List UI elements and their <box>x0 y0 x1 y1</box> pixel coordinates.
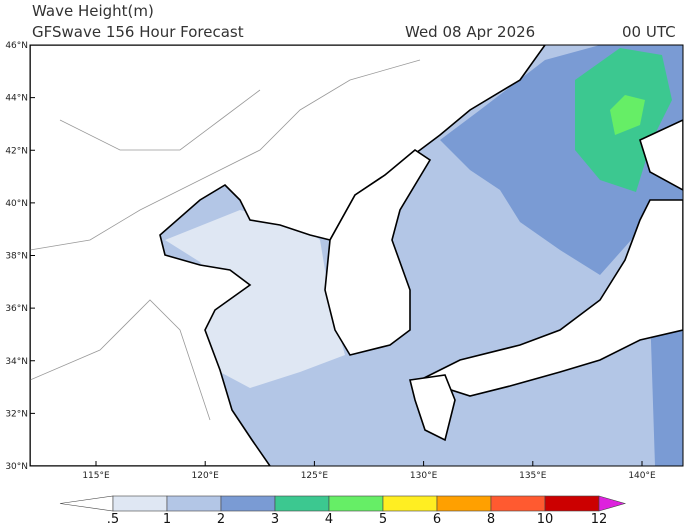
lat-label: 34°N <box>5 357 28 367</box>
lat-label: 38°N <box>5 252 28 262</box>
colorbar-label: 12 <box>591 512 608 525</box>
honshu <box>417 199 683 397</box>
colorbar-segment <box>112 495 168 512</box>
colorbar-segment <box>490 495 546 512</box>
colorbar-segment <box>328 495 384 512</box>
korea <box>324 149 432 356</box>
lat-label: 30°N <box>5 462 28 472</box>
colorbar-label: 8 <box>487 512 495 525</box>
colorbar-segment <box>436 495 492 512</box>
sea-bright-green <box>610 95 645 135</box>
colorbar-segment <box>598 495 627 512</box>
subtitle: GFSwave 156 Hour Forecast <box>32 23 244 41</box>
lat-label: 46°N <box>5 41 28 51</box>
lat-label: 36°N <box>5 304 28 314</box>
colorbar-segment <box>166 495 222 512</box>
colorbar: .5 1 2 3 4 5 6 8 10 12 <box>59 495 627 525</box>
colorbar-label: .5 <box>107 512 119 525</box>
colorbar-label: 3 <box>271 512 279 525</box>
lat-label: 32°N <box>5 409 28 419</box>
colorbar-label: 1 <box>163 512 171 525</box>
colorbar-label: 2 <box>217 512 225 525</box>
colorbar-label: 4 <box>325 512 333 525</box>
lon-label: 120°E <box>192 471 220 481</box>
province-border <box>30 299 211 421</box>
province-border <box>59 89 261 151</box>
time: 00 UTC <box>622 23 676 41</box>
axes: 46°N 44°N 42°N 40°N 38°N 36°N 34°N 32°N 30°N 115°… <box>5 41 656 481</box>
lon-label: 115°E <box>82 471 110 481</box>
colorbar-segment <box>274 495 330 512</box>
colorbar-label: 10 <box>537 512 554 525</box>
lat-label: 42°N <box>5 146 28 156</box>
lon-label: 140°E <box>628 471 656 481</box>
colorbar-label: 6 <box>433 512 441 525</box>
colorbar-label: 5 <box>379 512 387 525</box>
colorbar-segment <box>382 495 438 512</box>
lon-label: 125°E <box>301 471 329 481</box>
colorbar-segment <box>220 495 276 512</box>
kyushu <box>409 374 456 442</box>
lat-label: 44°N <box>5 94 28 104</box>
colorbar-segment <box>544 495 600 512</box>
hokkaido <box>639 119 683 191</box>
colorbar-segment <box>59 495 114 512</box>
map <box>30 45 683 466</box>
date: Wed 08 Apr 2026 <box>405 23 535 41</box>
lon-label: 130°E <box>410 471 438 481</box>
lat-label: 40°N <box>5 199 28 209</box>
title: Wave Height(m) <box>32 2 154 20</box>
lon-label: 135°E <box>519 471 547 481</box>
sea-medium <box>650 300 683 466</box>
province-border <box>30 59 421 251</box>
